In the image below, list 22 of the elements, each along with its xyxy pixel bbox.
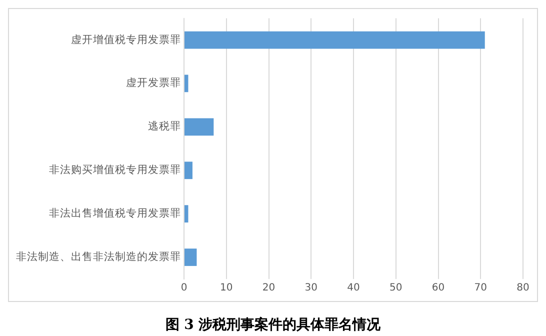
bar [184, 205, 188, 223]
x-tick-label: 0 [180, 282, 188, 294]
text: 图 3 涉税刑事案件的具体罪名情况 [164, 316, 382, 334]
x-tick-label: 20 [262, 282, 276, 294]
x-tick-label: 60 [432, 282, 445, 294]
y-tick-label: 非法制造、出售非法制造的发票罪 [16, 250, 181, 264]
x-tick-label: 70 [474, 282, 487, 294]
y-tick-label: 虚开发票罪 [126, 76, 181, 90]
y-tick-label: 逃税罪 [148, 120, 181, 133]
y-tick-label: 虚开增值税专用发票罪 [71, 32, 181, 46]
x-tick-label: 10 [220, 282, 233, 294]
bar [184, 248, 197, 266]
bar [184, 118, 214, 136]
x-tick-label: 80 [516, 282, 530, 294]
bar [184, 31, 485, 49]
bar [184, 74, 188, 92]
x-tick-label: 30 [304, 282, 318, 294]
y-tick-label: 非法购买增值税专用发票罪 [49, 163, 181, 176]
y-tick-label: 非法出售增值税专用发票罪 [49, 206, 181, 220]
x-tick-label: 40 [347, 282, 360, 294]
x-tick-label: 50 [390, 282, 402, 294]
bar [184, 162, 192, 180]
